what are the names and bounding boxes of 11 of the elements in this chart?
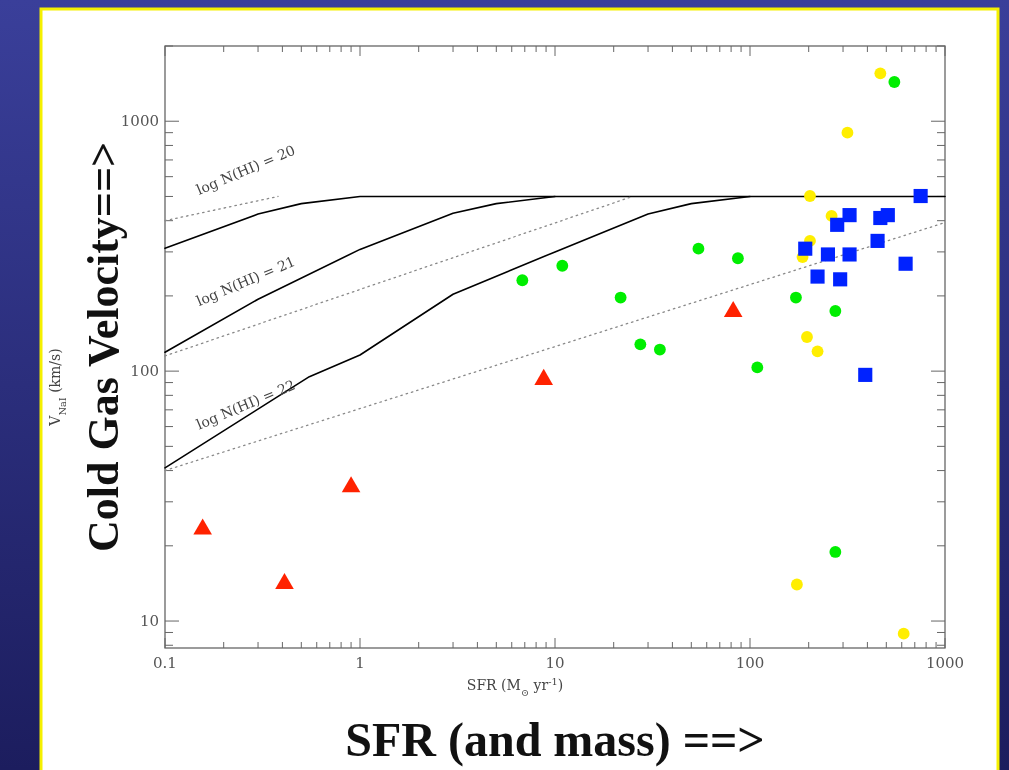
y-tick-label: 10: [139, 612, 159, 631]
x-tick-label: 1: [355, 654, 365, 672]
y-tick-label: 1000: [120, 112, 159, 131]
x-axis-title: SFR (and mass) ==>: [345, 713, 765, 767]
y-axis-title: Cold Gas Velocity==>: [79, 141, 128, 553]
y-tick-label: 100: [130, 362, 159, 381]
x-tick-label: 10: [545, 654, 565, 672]
text: SFR (M$_{⊙}$ yr$^{-1}$): [466, 675, 564, 698]
x-tick-label: 100: [735, 654, 765, 672]
x-tick-label: 1000: [925, 654, 965, 672]
x-tick-label: 0.1: [153, 654, 177, 672]
